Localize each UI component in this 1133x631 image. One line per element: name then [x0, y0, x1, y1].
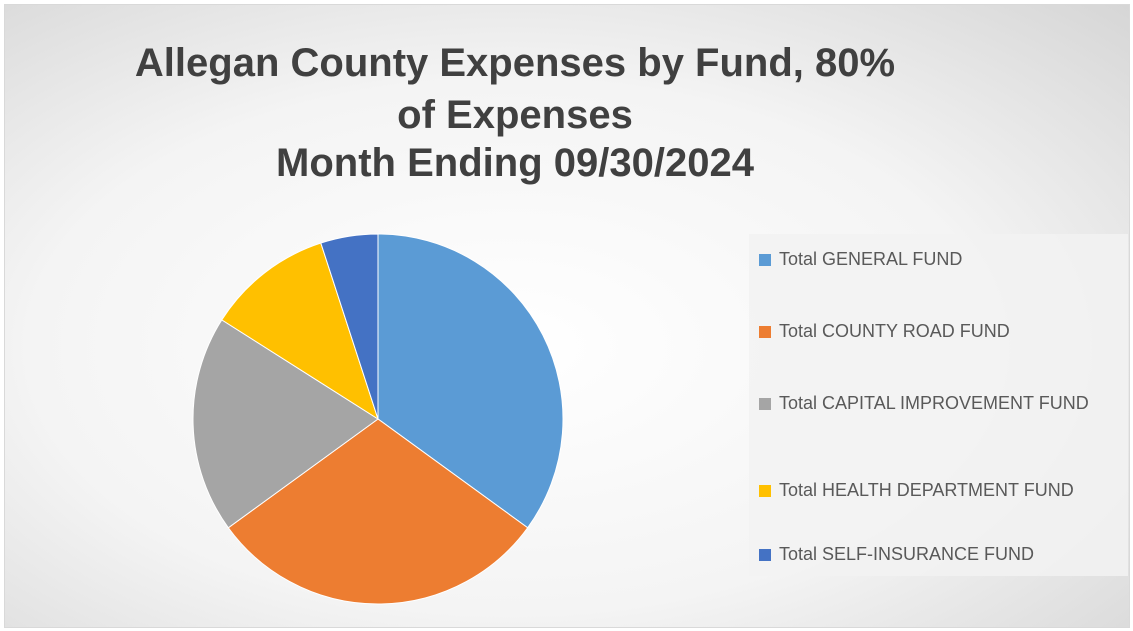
legend-label: Total HEALTH DEPARTMENT FUND [779, 480, 1074, 500]
pie-slice [192, 319, 379, 529]
chart-subtitle: Month Ending 09/30/2024 [276, 141, 754, 185]
pie-area [192, 233, 564, 605]
legend-swatch [759, 549, 771, 561]
legend-item: Total COUNTY ROAD FUND [759, 316, 1129, 346]
legend-swatch [759, 398, 771, 410]
legend: Total GENERAL FUND Total COUNTY ROAD FUND… [749, 234, 1128, 576]
pie-slice [320, 233, 379, 420]
legend-item: Total SELF-INSURANCE FUND [759, 539, 1129, 569]
legend-item: Total CAPITAL IMPROVEMENT FUND [759, 388, 1109, 418]
legend-label: Total GENERAL FUND [779, 249, 963, 269]
legend-label: Total COUNTY ROAD FUND [779, 321, 1010, 341]
legend-label: Total SELF-INSURANCE FUND [779, 544, 1035, 564]
legend-item: Total GENERAL FUND [759, 244, 1129, 274]
chart-title: Allegan County Expenses by Fund, 80% of … [134, 41, 896, 137]
legend-label: Total CAPITAL IMPROVEMENT FUND [779, 393, 1089, 413]
legend-swatch [759, 326, 771, 338]
chart: Allegan County Expenses by Fund, 80% of … [4, 4, 1130, 628]
legend-swatch [759, 485, 771, 497]
pie-slice [221, 242, 379, 421]
legend-swatch [759, 254, 771, 266]
legend-item: Total HEALTH DEPARTMENT FUND [759, 475, 1129, 505]
pie-slice [377, 233, 564, 529]
pie-slice [227, 418, 529, 605]
